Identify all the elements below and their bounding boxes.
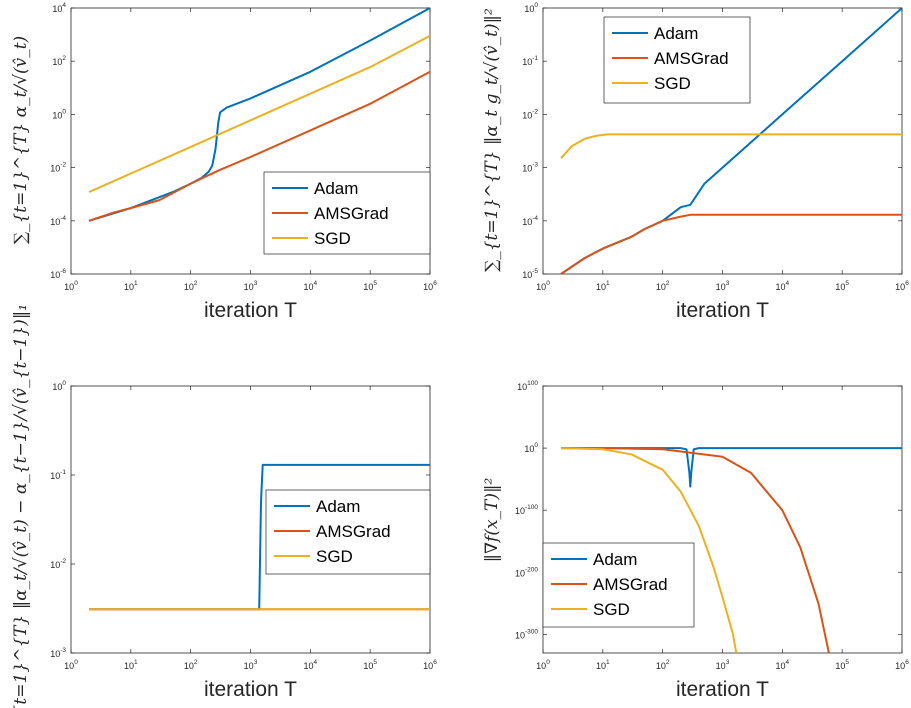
x-tick-label: 101 bbox=[596, 280, 610, 292]
legend-label-adam: Adam bbox=[593, 550, 637, 569]
x-tick-label: 106 bbox=[423, 659, 437, 671]
y-tick-label: 10-300 bbox=[515, 628, 538, 640]
x-tick-label: 103 bbox=[716, 659, 730, 671]
x-tick-label: 102 bbox=[656, 659, 670, 671]
y-tick-label: 10-1 bbox=[50, 469, 66, 481]
x-tick-label: 100 bbox=[64, 659, 78, 671]
x-tick-label: 100 bbox=[64, 280, 78, 292]
y-tick-label: 10-1 bbox=[522, 55, 538, 67]
x-tick-label: 100 bbox=[536, 659, 550, 671]
legend-label-amsgrad: AMSGrad bbox=[316, 522, 391, 541]
x-tick-label: 101 bbox=[124, 659, 138, 671]
y-tick-label: 10-5 bbox=[522, 268, 538, 280]
tick-group: 100 101 102 103 104 105 106 10-300 10-200 10-100 1… bbox=[515, 380, 909, 671]
x-axis-label: iteration T bbox=[676, 299, 769, 322]
legend-label-amsgrad: AMSGrad bbox=[593, 575, 668, 594]
legend-label-adam: Adam bbox=[314, 179, 358, 198]
x-tick-label: 105 bbox=[835, 659, 849, 671]
chart-panel-2: 100 101 102 103 104 105 106 10-5 10-4 10-3 10-2 10-… bbox=[482, 2, 909, 322]
legend-label-sgd: SGD bbox=[654, 74, 691, 93]
legend: Adam AMSGrad SGD bbox=[265, 489, 431, 575]
y-tick-label: 104 bbox=[52, 2, 66, 14]
x-axis-label: iteration T bbox=[204, 678, 297, 701]
x-tick-label: 102 bbox=[184, 659, 198, 671]
x-tick-label: 103 bbox=[244, 280, 258, 292]
x-tick-label: 101 bbox=[124, 280, 138, 292]
x-tick-label: 100 bbox=[536, 280, 550, 292]
legend: Adam AMSGrad SGD bbox=[263, 171, 431, 255]
legend-label-sgd: SGD bbox=[316, 547, 353, 566]
y-axis-label: ‖∇f(x_T)‖² bbox=[482, 477, 502, 562]
chart-panel-4: 100 101 102 103 104 105 106 10-300 10-200 10-100 1… bbox=[482, 380, 909, 701]
series-line-sgd bbox=[88, 34, 430, 194]
y-tick-label: 10-4 bbox=[522, 215, 538, 227]
legend-label-sgd: SGD bbox=[314, 229, 351, 248]
x-tick-label: 104 bbox=[776, 659, 790, 671]
x-tick-label: 102 bbox=[184, 280, 198, 292]
x-tick-label: 105 bbox=[835, 280, 849, 292]
series-group bbox=[89, 463, 430, 611]
x-axis-label: iteration T bbox=[676, 678, 769, 701]
x-tick-label: 105 bbox=[363, 280, 377, 292]
y-tick-label: 10-3 bbox=[50, 647, 66, 659]
series-group bbox=[560, 8, 902, 274]
series-group bbox=[560, 447, 902, 653]
series-line-amsgrad bbox=[561, 447, 830, 653]
legend-label-adam: Adam bbox=[316, 497, 360, 516]
x-tick-label: 104 bbox=[304, 280, 318, 292]
x-tick-label: 106 bbox=[895, 280, 909, 292]
chart-panel-1: 100 101 102 103 104 105 106 10-6 10-4 10-2 100 102 1… bbox=[11, 2, 437, 322]
x-axis-label: iteration T bbox=[204, 299, 297, 322]
legend-label-sgd: SGD bbox=[593, 600, 630, 619]
tick-group: 100 101 102 103 104 105 106 10-5 10-4 10-3 10-2 10-… bbox=[522, 2, 909, 292]
y-axis-label: ∑_{t=1}^{T} ‖α_t g_t/√(v̂_t)‖² bbox=[482, 8, 502, 272]
legend-box bbox=[265, 489, 431, 575]
series-line-adam bbox=[561, 447, 902, 488]
series-line-sgd bbox=[560, 133, 902, 159]
y-tick-label: 102 bbox=[52, 55, 66, 67]
x-tick-label: 105 bbox=[363, 659, 377, 671]
y-tick-label: 10-2 bbox=[50, 558, 66, 570]
legend-label-adam: Adam bbox=[654, 24, 698, 43]
series-group bbox=[88, 8, 430, 222]
y-tick-label: 10-4 bbox=[50, 215, 66, 227]
legend-label-amsgrad: AMSGrad bbox=[314, 204, 389, 223]
y-tick-label: 100 bbox=[524, 2, 538, 14]
y-tick-label: 10-100 bbox=[515, 504, 538, 516]
y-axis-label: ∑_{t=1}^{T} α_t/√(v̂_t) bbox=[11, 36, 31, 244]
y-tick-label: 100 bbox=[524, 442, 538, 454]
x-tick-label: 106 bbox=[423, 280, 437, 292]
tick-group: 100 101 102 103 104 105 106 10-6 10-4 10-2 100 102 1… bbox=[50, 2, 437, 292]
y-tick-label: 100 bbox=[52, 380, 66, 392]
legend: Adam AMSGrad SGD bbox=[542, 542, 695, 628]
y-tick-label: 100 bbox=[52, 108, 66, 120]
y-tick-label: 10-6 bbox=[50, 268, 66, 280]
series-line-amsgrad bbox=[560, 213, 902, 274]
series-line-sgd bbox=[560, 447, 738, 653]
x-tick-label: 102 bbox=[656, 280, 670, 292]
legend-box bbox=[603, 16, 751, 104]
y-tick-label: 10-3 bbox=[522, 162, 538, 174]
y-axis-label: ∑_{t=1}^{T} ‖α_t/√(v̂_t) − α_{t−1}/√(v̂_… bbox=[11, 304, 31, 708]
legend: Adam AMSGrad SGD bbox=[603, 16, 751, 104]
x-tick-label: 106 bbox=[895, 659, 909, 671]
series-line-amsgrad bbox=[88, 70, 430, 222]
tick-group: 100 101 102 103 104 105 106 10-3 10-2 10-1 100 bbox=[50, 380, 437, 671]
y-tick-label: 10100 bbox=[517, 380, 538, 392]
chart-panel-3: 100 101 102 103 104 105 106 10-3 10-2 10-1 100 iter… bbox=[11, 304, 437, 708]
x-tick-label: 103 bbox=[244, 659, 258, 671]
y-tick-label: 10-200 bbox=[515, 566, 538, 578]
x-tick-label: 104 bbox=[776, 280, 790, 292]
y-tick-label: 10-2 bbox=[50, 162, 66, 174]
legend-label-amsgrad: AMSGrad bbox=[654, 49, 729, 68]
x-tick-label: 103 bbox=[716, 280, 730, 292]
x-tick-label: 101 bbox=[596, 659, 610, 671]
x-tick-label: 104 bbox=[304, 659, 318, 671]
y-tick-label: 10-2 bbox=[522, 108, 538, 120]
